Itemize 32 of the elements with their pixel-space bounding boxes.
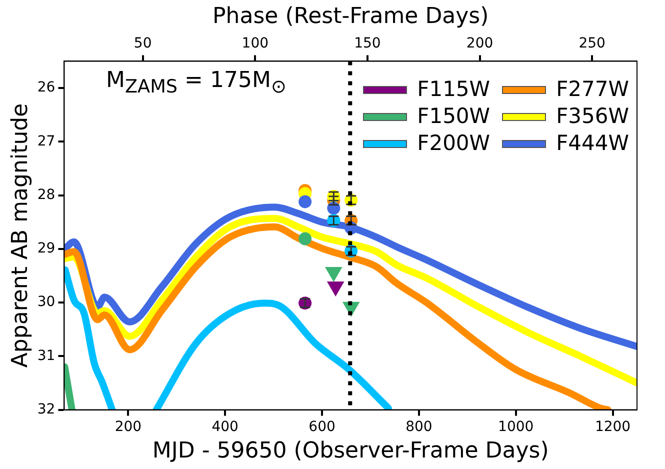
y-tick-label: 29 [37,240,56,257]
x2-tick-label: 250 [578,35,606,52]
legend-label: F150W [417,103,490,130]
y-axis-title: Apparent AB magnitude [8,103,33,368]
annotation: M$_{ZAMS}$ = 175M$_{⊙}$ [106,68,286,98]
x-tick-label: 600 [308,418,336,435]
x2-tick-label: 150 [354,35,381,52]
y-tick-label: 28 [37,186,56,203]
x-tick-label: 1200 [594,418,631,435]
point [324,266,342,282]
x-tick-label: 1000 [498,418,534,435]
x-axis-title: MJD - 59650 (Observer-Frame Days) [152,438,549,464]
x-tick-label: 800 [406,418,432,435]
point [298,195,312,208]
y-tick-label: 32 [37,401,56,418]
y-tick-label: 30 [37,294,56,310]
point [326,281,344,296]
y-tick-label: 31 [37,348,56,364]
x2-tick-label: 100 [242,35,269,52]
legend-label: F200W [417,130,490,157]
legend-label: F277W [556,76,629,103]
legend-label: F356W [556,103,629,130]
legend-label: F115W [417,76,490,103]
y-tick-label: 27 [37,133,56,150]
y-tick-label: 26 [37,80,56,96]
point [298,232,312,246]
x2-tick-label: 50 [134,35,152,52]
x2-tick-label: 200 [466,35,494,52]
x-tick-label: 200 [114,418,142,435]
x-tick-label: 400 [212,418,238,435]
legend-label: F444W [556,130,629,157]
x2-axis-title: Phase (Rest-Frame Days) [212,4,489,29]
